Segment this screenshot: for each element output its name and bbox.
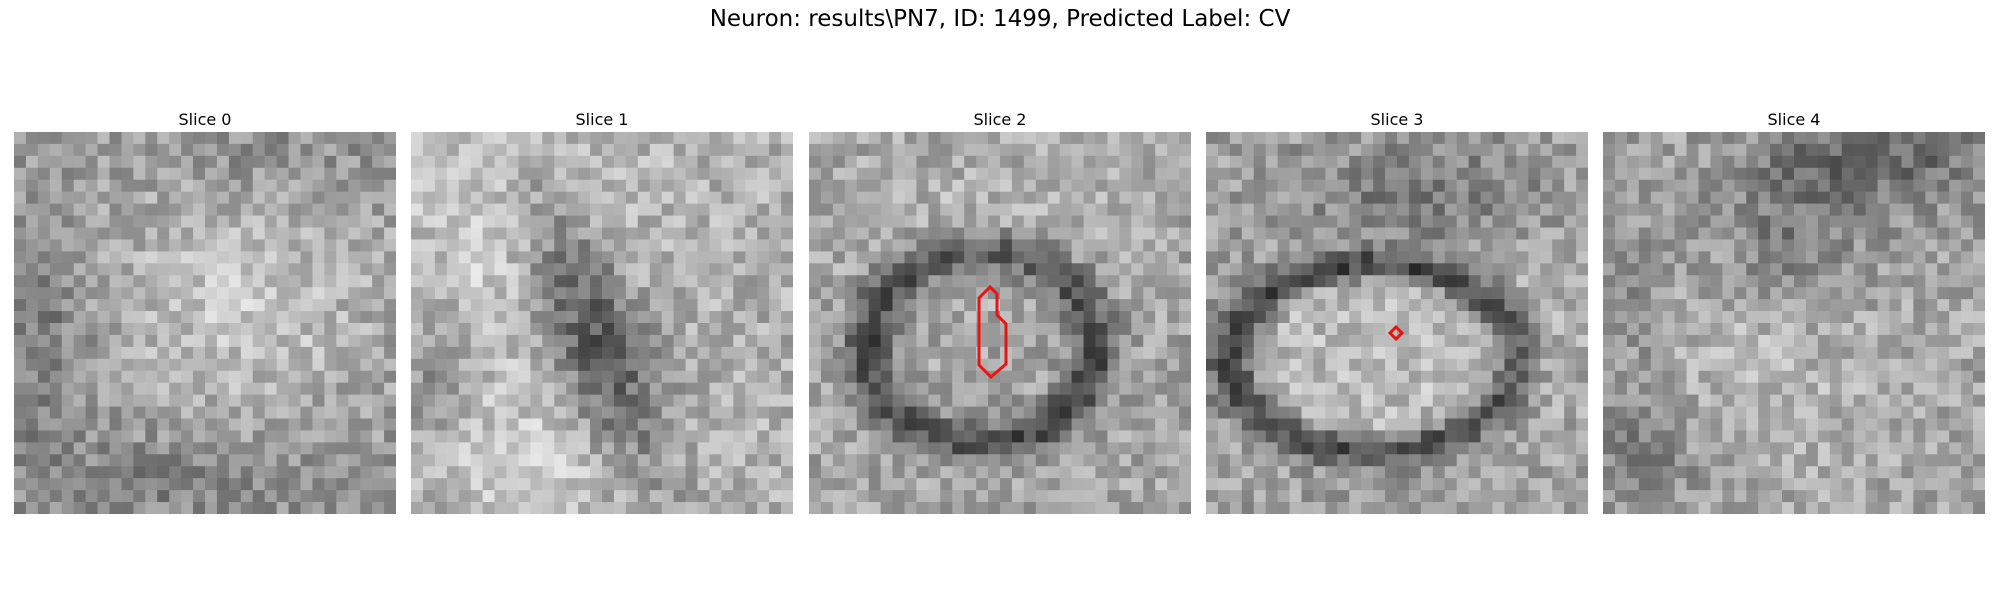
slice-panel-2: Slice 2 — [809, 108, 1191, 514]
slice-panel-0: Slice 0 — [14, 108, 396, 514]
roi-outline — [977, 284, 1008, 380]
slice-title-4: Slice 4 — [1767, 110, 1821, 129]
slice-title-2: Slice 2 — [973, 110, 1027, 129]
slice-image-4 — [1603, 132, 1985, 514]
slice-title-3: Slice 3 — [1370, 110, 1424, 129]
roi-outline — [1387, 324, 1405, 342]
slice-image-1 — [411, 132, 793, 514]
slice-image-3 — [1206, 132, 1588, 514]
slice-panel-1: Slice 1 — [411, 108, 793, 514]
slice-title-1: Slice 1 — [575, 110, 629, 129]
slice-title-0: Slice 0 — [178, 110, 232, 129]
slice-image-2 — [809, 132, 1191, 514]
slice-panel-4: Slice 4 — [1603, 108, 1985, 514]
slice-panel-3: Slice 3 — [1206, 108, 1588, 514]
figure-title: Neuron: results\PN7, ID: 1499, Predicted… — [709, 6, 1291, 32]
slice-image-0 — [14, 132, 396, 514]
